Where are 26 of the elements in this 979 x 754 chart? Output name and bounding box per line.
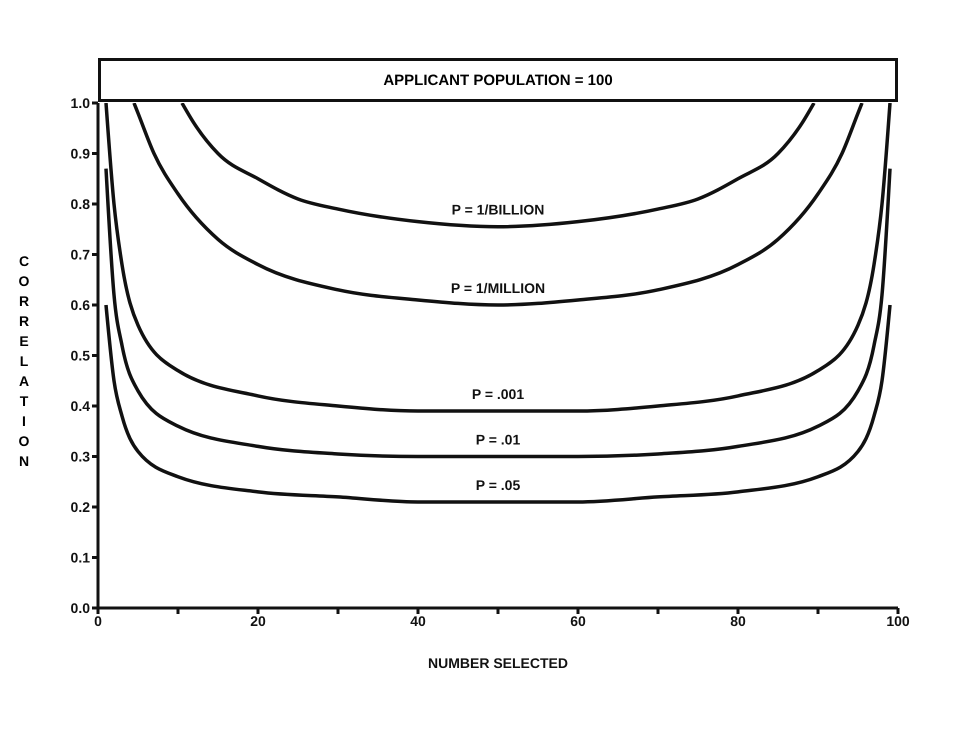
series-label: P = 1/MILLION — [450, 280, 546, 296]
y-tick-label: 0.3 — [70, 448, 90, 464]
series-label: P = 1/BILLION — [452, 202, 544, 218]
y-tick-label: 0.0 — [70, 600, 90, 616]
x-tick-label: 20 — [250, 612, 266, 629]
series-label: P = .001 — [472, 386, 524, 402]
y-tick-label: 0.2 — [70, 498, 90, 515]
y-tick-label: 0.4 — [70, 398, 90, 414]
y-tick-label: 0.1 — [70, 549, 90, 566]
y-tick-label: 1.0 — [70, 94, 90, 111]
y-tick-label: 0.5 — [70, 347, 90, 364]
x-tick-label: 40 — [410, 612, 426, 629]
y-tick-label: 0.7 — [70, 246, 90, 262]
x-tick-label: 0 — [94, 612, 102, 629]
y-tick-label: 0.6 — [70, 296, 90, 313]
x-tick-label: 80 — [730, 612, 746, 629]
series-label: P = .01 — [476, 432, 520, 448]
series-label: P = .05 — [476, 476, 520, 493]
y-axis-title: CORRELATION — [16, 253, 32, 473]
line-series — [104, 303, 892, 504]
x-tick-label: 60 — [570, 612, 586, 629]
chart-title: APPLICANT POPULATION = 100 — [98, 58, 898, 102]
x-axis-title: NUMBER SELECTED — [428, 655, 568, 671]
y-tick-label: 0.8 — [70, 196, 90, 212]
x-tick-label: 100 — [886, 612, 910, 629]
y-tick-label: 0.9 — [70, 145, 90, 162]
